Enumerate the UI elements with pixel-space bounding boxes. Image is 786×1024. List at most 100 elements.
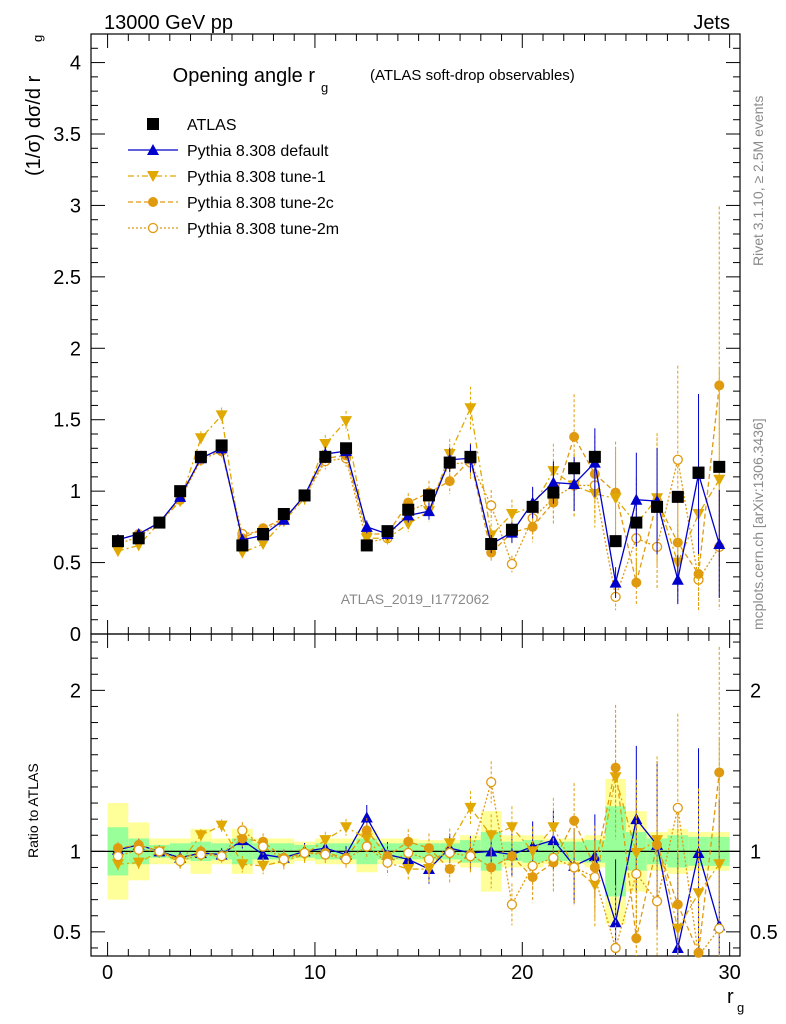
ratio-point (465, 851, 476, 862)
ratio-point (237, 825, 248, 836)
ratio-y-axis-label: Ratio to ATLAS (25, 763, 41, 858)
data-point (402, 519, 415, 530)
x-axis-label: r (727, 986, 734, 1008)
data-point (422, 489, 435, 502)
legend-label: ATLAS (187, 117, 237, 134)
ratio-axes: 0.5 0.5 1 1 2 2 (53, 620, 778, 956)
data-point (153, 516, 166, 529)
ratio-point (714, 923, 725, 934)
rivet-label: Rivet 3.1.10, ≥ 2.5M events (750, 96, 766, 266)
y-tick-label: 3.5 (53, 124, 81, 146)
ratio-y-tick-label-right: 2 (750, 680, 761, 702)
y-tick-label: 0 (70, 624, 81, 646)
ratio-frame (90, 633, 741, 957)
data-point (630, 516, 643, 529)
data-point (631, 577, 642, 588)
data-point (671, 490, 684, 503)
jets-label: Jets (693, 12, 730, 34)
ratio-y-tick-label-right: 1 (750, 841, 761, 863)
y-tick-label: 0.5 (53, 553, 81, 575)
data-point (485, 538, 498, 550)
data-point (630, 493, 643, 505)
ratio-point (194, 830, 207, 842)
ratio-y-tick-label: 2 (70, 680, 81, 702)
x-tick-label: 10 (304, 962, 326, 984)
data-point (505, 509, 518, 520)
ratio-point (340, 822, 353, 834)
ratio-point (278, 854, 289, 865)
ratio-point (486, 776, 497, 788)
ratio-point (340, 854, 352, 865)
data-point (464, 450, 477, 463)
ratio-point (111, 859, 124, 871)
chart-title-paren: (ATLAS soft-drop observables) (370, 67, 575, 84)
legend-label: Pythia 8.308 tune-2m (187, 221, 339, 238)
data-point (132, 532, 145, 545)
legend: ATLAS Pythia 8.308 default Pythia 8.308 tu… (128, 117, 339, 238)
data-point (527, 521, 538, 532)
series-line (117, 385, 720, 583)
data-point (194, 433, 207, 445)
x-tick-labels: 0 10 20 30 (102, 962, 741, 984)
y-tick-label: 1.5 (53, 410, 81, 432)
legend-marker (147, 118, 159, 130)
x-axis-label-subscript: g (737, 1000, 744, 1015)
data-point (486, 500, 497, 511)
ratio-data (111, 646, 726, 958)
data-point (111, 535, 124, 548)
ratio-panel: 0.5 0.5 1 1 2 2 Ratio to ATLAS (25, 620, 778, 958)
ratio-point (671, 923, 684, 935)
y-tick-label: 2 (70, 338, 81, 360)
ratio-point (548, 852, 559, 863)
data-point (464, 403, 477, 415)
data-point (360, 539, 373, 552)
ratio-point (423, 843, 434, 854)
ratio-point (485, 830, 498, 842)
data-point (609, 493, 622, 505)
ratio-point (692, 846, 705, 858)
series-4 (112, 365, 725, 613)
ratio-bands (91, 778, 740, 924)
data-point (360, 520, 373, 532)
ratio-point (112, 851, 124, 862)
data-point (215, 410, 228, 422)
legend-marker (147, 144, 159, 155)
data-point (713, 460, 726, 473)
y-tick-label: 4 (70, 53, 81, 75)
data-point (609, 535, 622, 548)
ratio-series-3 (112, 646, 725, 958)
ratio-point (423, 854, 435, 865)
data-point (319, 450, 332, 463)
y-tick-label: 2.5 (53, 267, 81, 289)
legend-marker (147, 171, 159, 182)
ratio-point (360, 811, 373, 823)
ratio-point (444, 864, 455, 875)
ratio-point (382, 857, 393, 868)
ratio-point (610, 762, 621, 773)
data-point (671, 573, 684, 585)
ratio-series-4 (112, 713, 725, 958)
ratio-point (216, 851, 227, 862)
data-point (194, 450, 207, 463)
data-point (443, 456, 456, 469)
ratio-y-tick-label-right: 0.5 (750, 922, 778, 944)
ratio-point (589, 871, 601, 883)
data-point (505, 523, 518, 536)
data-point (506, 558, 518, 570)
data-point (568, 462, 581, 475)
series-line (117, 406, 720, 565)
data-point (215, 439, 228, 452)
data-point (692, 466, 705, 479)
data-point (588, 450, 601, 463)
analysis-label: ATLAS_2019_I1772062 (341, 591, 490, 607)
data-point (444, 476, 455, 487)
ratio-point (506, 899, 518, 910)
ratio-point (236, 859, 249, 871)
ratio-point (486, 862, 497, 873)
ratio-point (403, 847, 414, 859)
ratio-point (568, 862, 580, 873)
data-point (236, 539, 249, 552)
data-point (257, 528, 270, 540)
ratio-point (506, 851, 517, 862)
